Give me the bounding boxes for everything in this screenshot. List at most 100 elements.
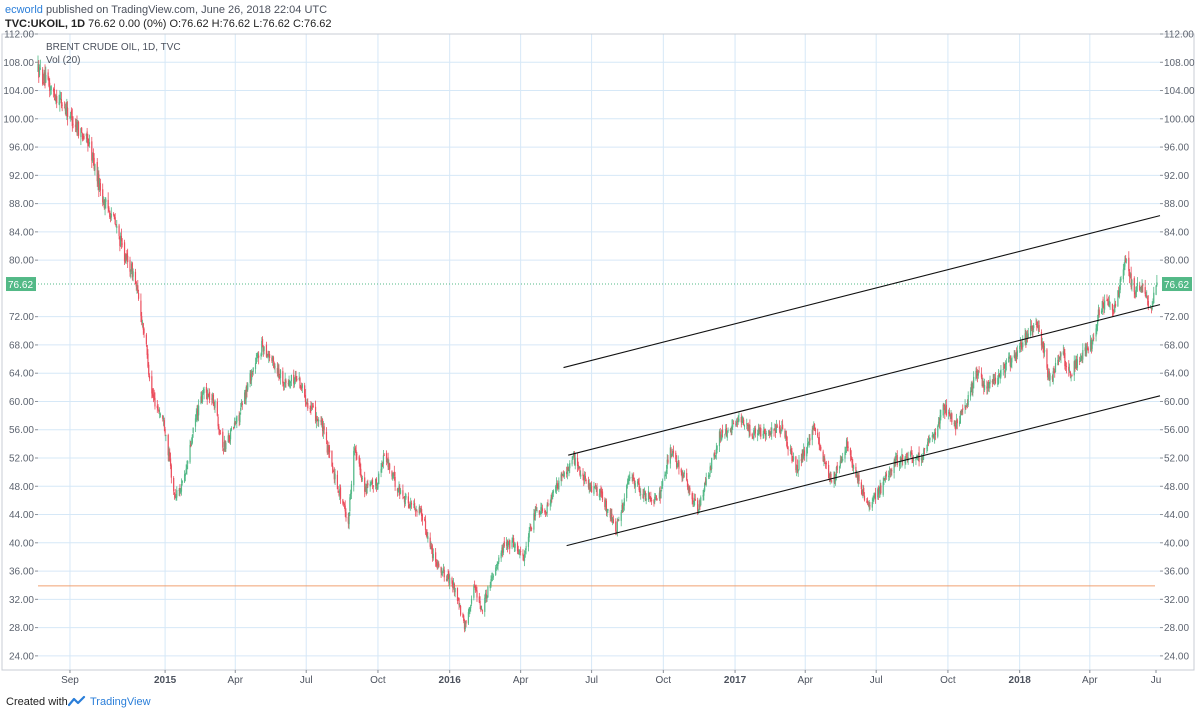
candle-body: [959, 421, 961, 425]
tradingview-logo-icon[interactable]: [68, 695, 86, 707]
candle-body: [336, 474, 339, 490]
candle-body: [1064, 352, 1066, 367]
candle-body: [911, 453, 913, 458]
candle-body: [562, 475, 565, 476]
y-tick-label-left: 52.00: [9, 454, 34, 465]
candle-body: [1106, 299, 1108, 301]
candle-body: [183, 474, 186, 482]
candle-body: [803, 449, 805, 458]
y-tick-label-left: 92.00: [9, 171, 34, 182]
candle-body: [969, 390, 972, 397]
candle-body: [874, 493, 876, 498]
author-link[interactable]: ecworld: [5, 4, 43, 16]
candle-body: [959, 412, 961, 424]
candle-body: [927, 441, 930, 443]
candle-body: [338, 493, 340, 495]
volume-indicator-label[interactable]: Vol (20): [46, 55, 80, 66]
candle-body: [1155, 285, 1157, 295]
candle-body: [617, 519, 619, 521]
candle-body: [587, 480, 590, 488]
candle-body: [967, 395, 969, 406]
candle-body: [98, 180, 101, 190]
candle-body: [956, 419, 958, 424]
candle-body: [440, 566, 442, 573]
y-tick-label-right: 72.00: [1164, 312, 1189, 323]
y-tick-label-left: 28.00: [9, 623, 34, 634]
candle-body: [170, 465, 172, 478]
candle-body: [1153, 292, 1155, 303]
candle-body: [175, 496, 177, 499]
y-tick-label-right: 28.00: [1164, 623, 1189, 634]
candle-body: [1024, 333, 1026, 343]
candle-body: [1092, 338, 1094, 341]
y-tick-label-right: 44.00: [1164, 510, 1189, 521]
candle-body: [931, 435, 933, 438]
candle-body: [882, 481, 884, 495]
x-axis: Sep 2015 Apr Jul Oct 2016 Apr Jul Oct 2017 Apr Jul O…: [61, 670, 1161, 686]
candle-body: [880, 485, 882, 494]
trend-channel[interactable]: [563, 215, 1161, 547]
candle-body: [714, 452, 716, 457]
candle-body: [697, 500, 699, 512]
candle-body: [77, 121, 80, 136]
x-tick-label: Sep: [61, 675, 79, 686]
candle-body: [1032, 325, 1034, 330]
candle-body: [509, 540, 511, 549]
y-tick-label-left: 72.00: [9, 312, 34, 323]
candle-body: [836, 465, 838, 471]
candle-body: [102, 189, 104, 203]
candle-body: [973, 376, 975, 389]
candle-body: [513, 547, 516, 548]
candle-body: [191, 443, 193, 445]
candle-body: [913, 459, 915, 461]
candle-body: [680, 469, 682, 473]
candle-body: [174, 494, 176, 497]
candle-body: [371, 481, 373, 484]
candle-body: [443, 569, 445, 578]
candle-body: [605, 500, 608, 511]
candle-body: [354, 448, 356, 451]
candle-body: [691, 493, 693, 500]
candle-body: [485, 594, 487, 599]
y-tick-label-left: 48.00: [9, 482, 34, 493]
candle-body: [909, 451, 912, 457]
candle-body: [94, 164, 96, 171]
candle-body: [219, 433, 222, 434]
candle-body: [74, 125, 77, 127]
candle-body: [945, 404, 947, 415]
candle-body: [195, 414, 197, 420]
candle-body: [268, 354, 271, 358]
candle-body: [1090, 341, 1092, 350]
candle-body: [654, 494, 657, 496]
candle-body: [866, 501, 868, 503]
candle-body: [45, 74, 47, 83]
candle-body: [762, 433, 764, 436]
candle-body: [847, 446, 849, 448]
candle-body: [533, 513, 535, 530]
candle-body: [300, 386, 302, 387]
candle-body: [954, 423, 956, 425]
candle-body: [181, 480, 183, 483]
candle-body: [877, 487, 880, 495]
candle-body: [937, 421, 940, 426]
candle-body: [593, 486, 595, 494]
candle-body: [75, 124, 77, 126]
y-tick-label-right: 64.00: [1164, 369, 1189, 380]
candle-body: [365, 486, 367, 495]
candle-body: [890, 469, 892, 472]
tradingview-link[interactable]: TradingView: [90, 696, 151, 708]
candle-body: [792, 459, 794, 461]
candle-body: [965, 405, 967, 409]
y-tick-label-left: 80.00: [9, 256, 34, 267]
candle-body: [424, 518, 426, 521]
y-tick-label-left: 68.00: [9, 340, 34, 351]
candle-body: [479, 601, 481, 605]
candle-body: [254, 363, 257, 370]
y-tick-label-left: 100.00: [3, 114, 34, 125]
candle-body: [669, 447, 671, 464]
candle-body: [191, 434, 193, 443]
candle-body: [435, 552, 437, 562]
candle-body: [802, 451, 804, 456]
candle-body: [130, 273, 132, 275]
